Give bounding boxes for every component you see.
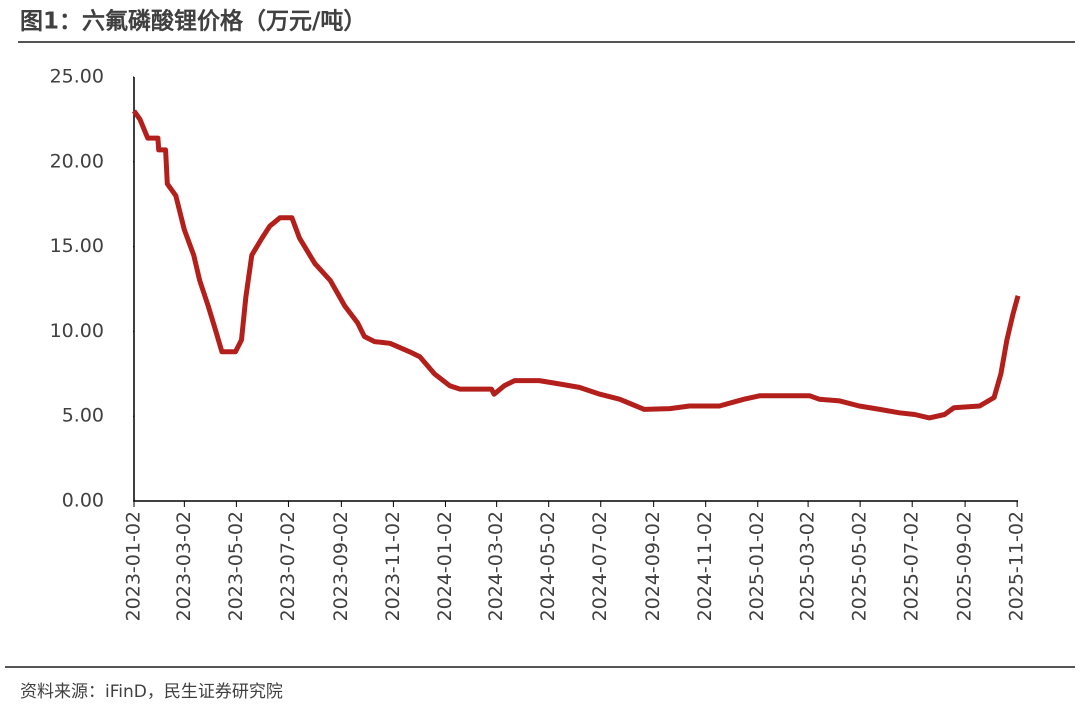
y-tick-label: 0.00: [62, 490, 104, 512]
x-tick-label: 2023-11-02: [382, 511, 404, 621]
x-tick-label: 2024-05-02: [537, 511, 559, 621]
x-tick-label: 2023-07-02: [277, 511, 299, 621]
x-tick-label: 2023-09-02: [330, 511, 352, 621]
x-tick-label: 2023-01-02: [123, 511, 145, 621]
x-tick-label: 2025-07-02: [901, 511, 923, 621]
x-tick-label: 2025-03-02: [797, 511, 819, 621]
y-tick-label: 10.00: [50, 320, 104, 342]
chart-title: 图1：六氟磷酸锂价格（万元/吨）: [20, 8, 366, 35]
x-tick-label: 2024-11-02: [694, 511, 716, 621]
source: 资料来源：iFinD，民生证券研究院: [20, 682, 283, 702]
x-tick-label: 2024-07-02: [589, 511, 611, 621]
x-tick-label: 2024-01-02: [434, 511, 456, 621]
y-tick-label: 25.00: [50, 66, 104, 88]
y-tick-label: 15.00: [50, 235, 104, 257]
y-tick-label: 20.00: [50, 150, 104, 172]
x-tick-label: 2024-03-02: [485, 511, 507, 621]
x-tick-label: 2025-01-02: [746, 511, 768, 621]
x-tick-label: 2024-09-02: [642, 511, 664, 621]
x-tick-label: 2023-03-02: [173, 511, 195, 621]
x-tick-label: 2025-05-02: [849, 511, 871, 621]
x-tick-label: 2025-09-02: [954, 511, 976, 621]
x-tick-label: 2023-05-02: [225, 511, 247, 621]
x-tick-label: 2025-11-02: [1006, 511, 1028, 621]
line: [131, 109, 1021, 421]
y-tick-label: 5.00: [62, 405, 104, 427]
